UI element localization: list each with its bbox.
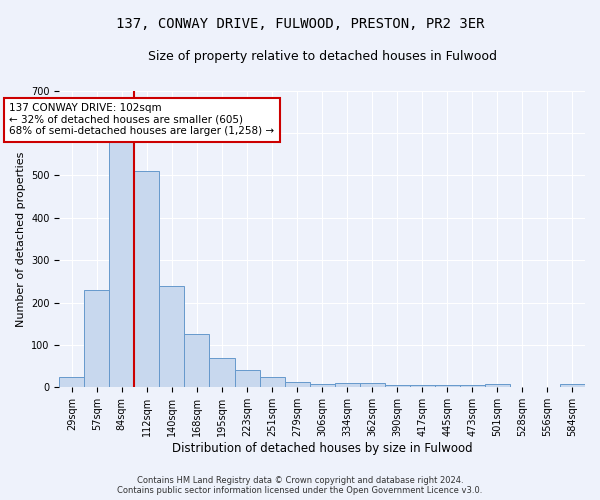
- Text: 137, CONWAY DRIVE, FULWOOD, PRESTON, PR2 3ER: 137, CONWAY DRIVE, FULWOOD, PRESTON, PR2…: [116, 18, 484, 32]
- Bar: [335, 383, 359, 388]
- Bar: [134, 171, 160, 388]
- Text: 137 CONWAY DRIVE: 102sqm
← 32% of detached houses are smaller (605)
68% of semi-: 137 CONWAY DRIVE: 102sqm ← 32% of detach…: [9, 104, 274, 136]
- Bar: [310, 384, 335, 388]
- Bar: [410, 385, 435, 388]
- Bar: [560, 384, 585, 388]
- Bar: [235, 370, 260, 388]
- Bar: [284, 382, 310, 388]
- Title: Size of property relative to detached houses in Fulwood: Size of property relative to detached ho…: [148, 50, 497, 63]
- Bar: [160, 286, 184, 388]
- Bar: [209, 358, 235, 388]
- Y-axis label: Number of detached properties: Number of detached properties: [16, 152, 26, 326]
- Bar: [460, 385, 485, 388]
- Bar: [59, 376, 85, 388]
- Bar: [485, 384, 510, 388]
- Bar: [260, 376, 284, 388]
- X-axis label: Distribution of detached houses by size in Fulwood: Distribution of detached houses by size …: [172, 442, 472, 455]
- Bar: [359, 383, 385, 388]
- Bar: [435, 385, 460, 388]
- Text: Contains HM Land Registry data © Crown copyright and database right 2024.
Contai: Contains HM Land Registry data © Crown c…: [118, 476, 482, 495]
- Bar: [85, 290, 109, 388]
- Bar: [184, 334, 209, 388]
- Bar: [109, 142, 134, 388]
- Bar: [385, 385, 410, 388]
